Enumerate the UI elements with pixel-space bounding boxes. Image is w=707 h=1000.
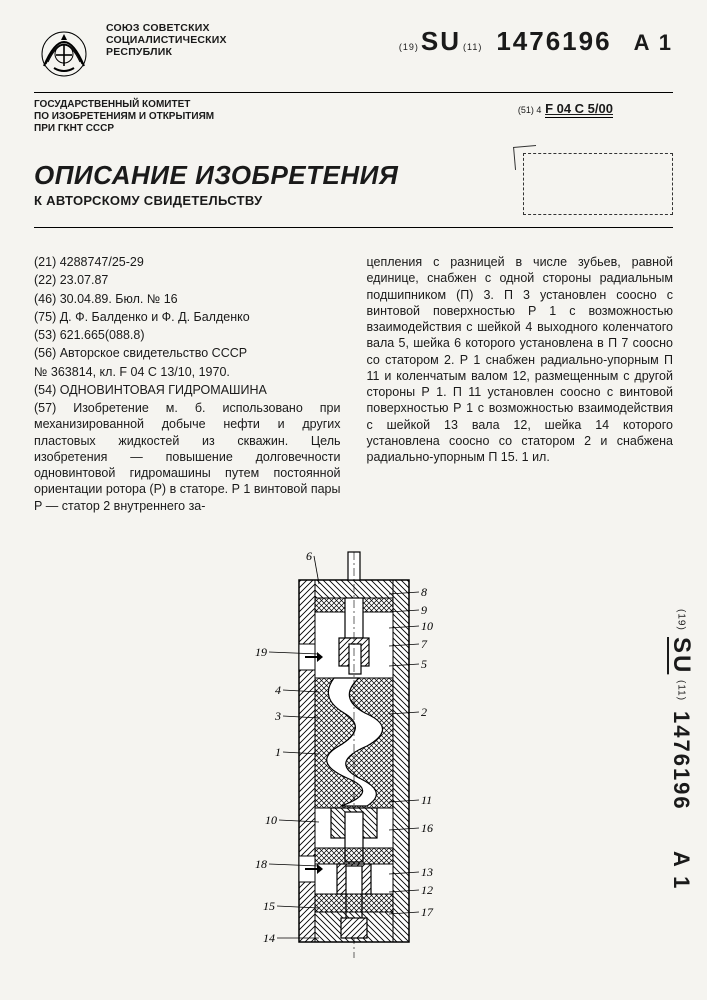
svg-text:2: 2: [421, 705, 427, 719]
committee-block: ГОСУДАРСТВЕННЫЙ КОМИТЕТ ПО ИЗОБРЕТЕНИЯМ …: [34, 99, 214, 135]
ipc-code: F 04 C 5/00: [545, 101, 613, 118]
field-75: (75) Д. Ф. Балденко и Ф. Д. Балденко: [34, 309, 341, 325]
side-code19: (19): [676, 609, 687, 631]
svg-text:9: 9: [421, 603, 427, 617]
svg-text:17: 17: [421, 905, 434, 919]
right-column: цепления с разницей в числе зубьев, равн…: [367, 254, 674, 516]
svg-text:12: 12: [421, 883, 433, 897]
union-line3: РЕСПУБЛИК: [106, 46, 286, 58]
doc-subtitle: К АВТОРСКОМУ СВИДЕТЕЛЬСТВУ: [34, 193, 398, 208]
country-code: SU: [421, 26, 461, 56]
field-53: (53) 621.665(088.8): [34, 327, 341, 343]
svg-text:4: 4: [275, 683, 281, 697]
divider-mid: [34, 227, 673, 228]
ussr-emblem-icon: [34, 22, 94, 82]
publication-number: 1476196: [496, 26, 611, 56]
field-56b: № 363814, кл. F 04 C 13/10, 1970.: [34, 364, 341, 380]
svg-text:6: 6: [306, 549, 312, 563]
field-22: (22) 23.07.87: [34, 272, 341, 288]
doc-title: ОПИСАНИЕ ИЗОБРЕТЕНИЯ: [34, 160, 398, 191]
heading-text: ОПИСАНИЕ ИЗОБРЕТЕНИЯ К АВТОРСКОМУ СВИДЕТ…: [34, 160, 398, 208]
divider-top: [34, 92, 673, 93]
svg-text:8: 8: [421, 585, 427, 599]
figure-area: 6 19 4 3 1 10 18 15 14 8 9 10 7 5 2 11 16 13 12 17: [0, 548, 707, 988]
field-21: (21) 4288747/25-29: [34, 254, 341, 270]
svg-text:11: 11: [421, 793, 432, 807]
svg-text:14: 14: [263, 931, 275, 945]
code-19: (19): [399, 42, 419, 52]
field-56a: (56) Авторское свидетельство СССР: [34, 345, 341, 361]
stamp-box-icon: [523, 153, 673, 215]
heading-block: ОПИСАНИЕ ИЗОБРЕТЕНИЯ К АВТОРСКОМУ СВИДЕТ…: [34, 153, 673, 215]
figure-drawing: 6 19 4 3 1 10 18 15 14 8 9 10 7 5 2 11 16 13 12 17: [249, 548, 459, 968]
left-column: (21) 4288747/25-29 (22) 23.07.87 (46) 30…: [34, 254, 341, 516]
svg-text:10: 10: [265, 813, 277, 827]
field-46: (46) 30.04.89. Бюл. № 16: [34, 291, 341, 307]
page-root: СОЮЗ СОВЕТСКИХ СОЦИАЛИСТИЧЕСКИХ РЕСПУБЛИ…: [0, 0, 707, 1000]
row-2: ГОСУДАРСТВЕННЫЙ КОМИТЕТ ПО ИЗОБРЕТЕНИЯМ …: [34, 99, 673, 135]
publication-id-block: (19)SU(11) 1476196 A 1: [399, 22, 673, 57]
code-11: (11): [463, 42, 482, 52]
side-publication-id: (19) SU (11) 1476196 A 1: [667, 490, 695, 890]
union-line1: СОЮЗ СОВЕТСКИХ: [106, 22, 286, 34]
svg-text:1: 1: [275, 745, 281, 759]
abstract-continuation: цепления с разницей в числе зубьев, равн…: [367, 254, 674, 465]
svg-text:16: 16: [421, 821, 433, 835]
union-title-block: СОЮЗ СОВЕТСКИХ СОЦИАЛИСТИЧЕСКИХ РЕСПУБЛИ…: [106, 22, 286, 58]
committee-line2: ПО ИЗОБРЕТЕНИЯМ И ОТКРЫТИЯМ: [34, 111, 214, 123]
ipc-prefix: (51) 4: [518, 105, 542, 115]
publication-line: (19)SU(11) 1476196 A 1: [399, 26, 673, 57]
field-54: (54) ОДНОВИНТОВАЯ ГИДРОМАШИНА: [34, 382, 341, 398]
abstract-columns: (21) 4288747/25-29 (22) 23.07.87 (46) 30…: [34, 254, 673, 516]
svg-text:7: 7: [421, 637, 428, 651]
svg-text:5: 5: [421, 657, 427, 671]
svg-text:3: 3: [274, 709, 281, 723]
committee-line1: ГОСУДАРСТВЕННЫЙ КОМИТЕТ: [34, 99, 214, 111]
ipc-block: (51) 4 F 04 C 5/00: [518, 99, 673, 116]
header-row: СОЮЗ СОВЕТСКИХ СОЦИАЛИСТИЧЕСКИХ РЕСПУБЛИ…: [34, 22, 673, 82]
union-line2: СОЦИАЛИСТИЧЕСКИХ: [106, 34, 286, 46]
svg-text:10: 10: [421, 619, 433, 633]
side-su: SU: [667, 637, 695, 674]
svg-text:15: 15: [263, 899, 275, 913]
kind-code: A 1: [634, 30, 673, 55]
svg-text:19: 19: [255, 645, 267, 659]
committee-line3: ПРИ ГКНТ СССР: [34, 123, 214, 135]
side-num: 1476196: [668, 711, 694, 811]
svg-text:13: 13: [421, 865, 433, 879]
side-kind: A 1: [668, 851, 694, 890]
field-57: (57) Изобретение м. б. использовано при …: [34, 400, 341, 514]
side-code11: (11): [676, 680, 687, 701]
svg-text:18: 18: [255, 857, 267, 871]
